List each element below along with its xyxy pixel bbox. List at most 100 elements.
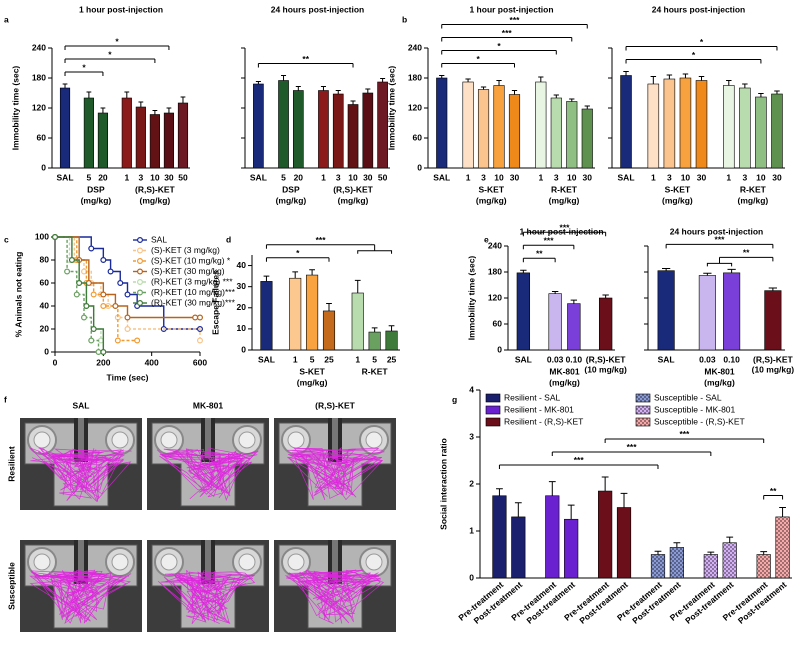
significance-label: *** [560,223,571,233]
x-tick-label: SAL [57,172,74,182]
point [90,291,97,298]
error-bar [309,269,315,276]
trace [30,447,125,499]
significance-bracket [441,37,573,42]
error-bar [326,303,332,311]
bar [289,277,302,351]
error-bar [263,275,270,282]
x-tick-label: 3 [481,172,486,182]
bar [764,290,782,351]
significance-label: ** [302,54,309,64]
trace [287,447,384,499]
error-bar [602,294,609,298]
error-bar [742,83,748,88]
y-axis-label: Social interaction ratio [438,438,448,530]
significance-bracket [665,243,774,249]
x-tick-label: 400 [145,357,159,367]
panel-letter: g [452,394,457,404]
bar [59,87,71,169]
error-bar [496,80,502,86]
error-bar [569,98,575,102]
y-tick-label: 240 [408,42,422,52]
bar [739,87,751,169]
y-tick-label: 20 [237,302,247,312]
significance-label: *** [544,236,555,246]
significance-bracket [706,256,774,267]
x-tick-label: 10 [756,172,766,182]
significance-label: * [700,37,704,47]
legend-label: Resilient - MK-801 [504,404,574,414]
bar [723,85,735,169]
error-bar [551,291,559,294]
error-bar [703,272,712,276]
significance-label: *** [316,235,327,245]
bar [322,310,336,351]
group-label: MK-801 [549,366,580,376]
group-label: DSP [282,184,300,194]
chart-title: 1 hour post-injection [469,4,553,14]
cup-inner [238,553,256,571]
significance-bracket [64,58,156,63]
error-bar [538,76,544,82]
x-tick-label: 1 [651,172,656,182]
legend-marker [137,258,144,265]
panel-letter: e [484,234,489,244]
x-tick-label: SAL [433,172,450,182]
error-bar [570,299,578,304]
group-unit: (mg/kg) [549,195,580,205]
x-tick-label: 3 [667,172,672,182]
error-bar [335,90,341,94]
bar [695,80,708,169]
significance-bracket [265,257,330,262]
point [100,291,107,298]
y-tick-label: 180 [408,72,422,82]
significance-bracket [441,63,515,68]
point [90,326,97,333]
y-axis-label: % Animals not eating [13,252,23,338]
cup-inner [238,431,256,449]
bar [306,274,319,351]
y-axis-label: Immobility time (sec) [386,66,396,151]
cup-inner [160,431,178,449]
legend-marker [137,279,144,286]
legend-marker [137,247,144,254]
bar [679,77,692,169]
y-tick-label: 120 [488,292,502,302]
error-bar [511,90,518,95]
bar [462,81,474,169]
bar [535,81,547,169]
point [134,337,141,344]
y-tick-label: 40 [40,300,50,310]
group-unit: (mg/kg) [338,195,369,205]
group-label: (R,S)-KET [135,184,175,194]
significance-label: * [108,49,112,59]
legend-label: (S)-KET (10 mg/kg) * [151,255,231,265]
y-tick-label: 80 [40,254,50,264]
significance-label: *** [574,455,585,465]
bar [362,92,374,169]
y-tick-label: 2 [469,478,474,488]
significance-bracket [522,231,607,237]
point [83,303,90,310]
point [88,337,95,344]
significance-label: *** [679,429,690,439]
point [73,291,80,298]
trace [30,570,132,624]
panel-letter: a [4,14,9,24]
y-axis-label: Immobility time (sec) [466,256,476,341]
error-bar [768,287,777,291]
bar [567,303,581,351]
error-bar [465,78,471,82]
y-tick-label: 3 [469,431,474,441]
bar [550,97,562,169]
significance-bracket [522,244,575,250]
error-bar [365,88,371,93]
error-bar [138,101,144,107]
point [197,314,204,321]
bar [581,108,593,169]
bar [511,516,526,579]
group-label: MK-801 [704,366,735,376]
legend-label: Susceptible - (R,S)-KET [654,416,745,426]
significance-bracket [64,45,170,50]
point [107,268,114,275]
